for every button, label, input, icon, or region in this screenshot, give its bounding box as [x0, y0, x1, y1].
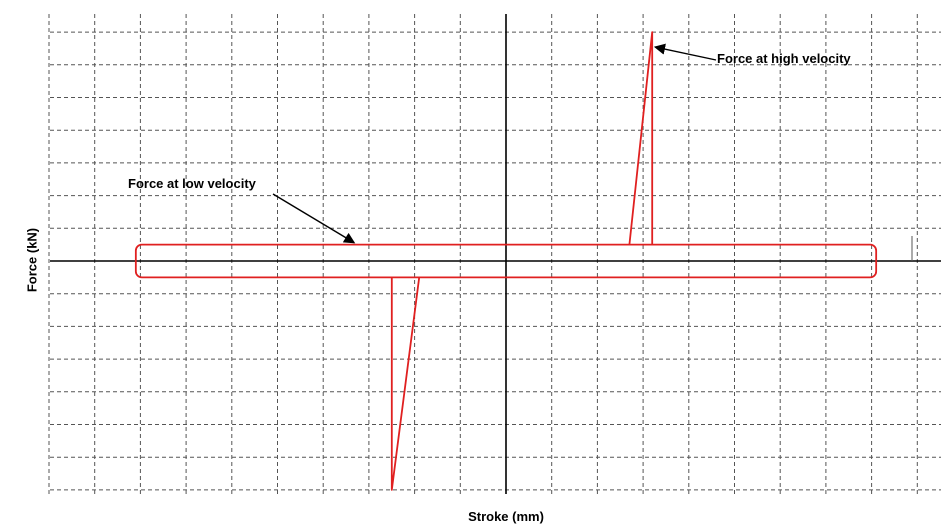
series-0-loop	[134, 243, 878, 279]
grid-lines	[48, 14, 941, 494]
annotation-arrow-low	[272, 193, 356, 244]
annotation-low-velocity: Force at low velocity	[128, 176, 256, 191]
annotation-arrows	[272, 43, 717, 244]
series-2-line	[390, 277, 421, 491]
x-axis-label: Stroke (mm)	[468, 509, 544, 524]
series-1-line	[628, 31, 654, 245]
annotation-high-velocity: Force at high velocity	[717, 51, 851, 66]
y-axis-label: Force (kN)	[24, 227, 40, 293]
annotation-arrow-high	[653, 43, 717, 61]
series-layer	[134, 31, 878, 491]
axes	[50, 14, 941, 494]
